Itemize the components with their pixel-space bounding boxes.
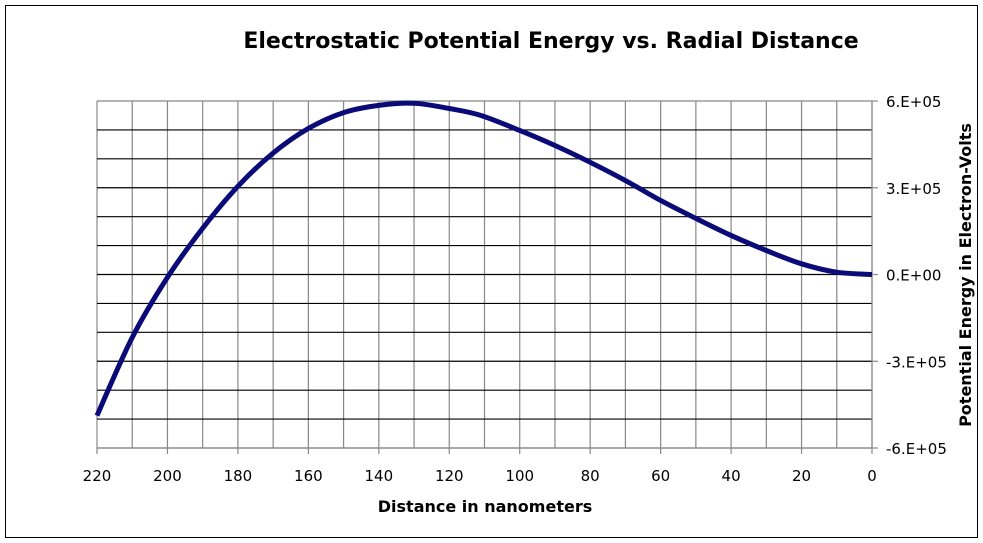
series: [94, 100, 873, 417]
y-tick-label: -3.E+05: [886, 353, 947, 371]
x-tick-label: 40: [722, 467, 741, 485]
grid: [96, 100, 873, 449]
y-tick-label: 6.E+05: [886, 93, 941, 111]
y-tick-label: 0.E+00: [886, 267, 941, 285]
x-tick-label: 160: [294, 467, 323, 485]
chart-title: Electrostatic Potential Energy vs. Radia…: [243, 29, 858, 54]
series-line: [94, 100, 873, 417]
x-tick-label: 60: [651, 467, 670, 485]
x-tick-label: 0: [867, 467, 877, 485]
y-axis-title: Potential Energy in Electron-Volts: [956, 123, 975, 427]
y-tick-label: 3.E+05: [886, 180, 941, 198]
x-tick-label: 200: [153, 467, 182, 485]
x-axis-title: Distance in nanometers: [378, 497, 592, 516]
x-tick-label: 80: [581, 467, 600, 485]
x-tick-label: 120: [435, 467, 464, 485]
x-tick-label: 140: [364, 467, 393, 485]
x-tick-label: 220: [83, 467, 112, 485]
x-tick-label: 100: [505, 467, 534, 485]
x-tick-label: 20: [792, 467, 811, 485]
axis-ticks: 220 200 180 160 140 120 100 80 60 40 20 06.E+053.E+…: [83, 93, 947, 485]
x-tick-label: 180: [224, 467, 253, 485]
y-tick-label: -6.E+05: [886, 440, 947, 458]
